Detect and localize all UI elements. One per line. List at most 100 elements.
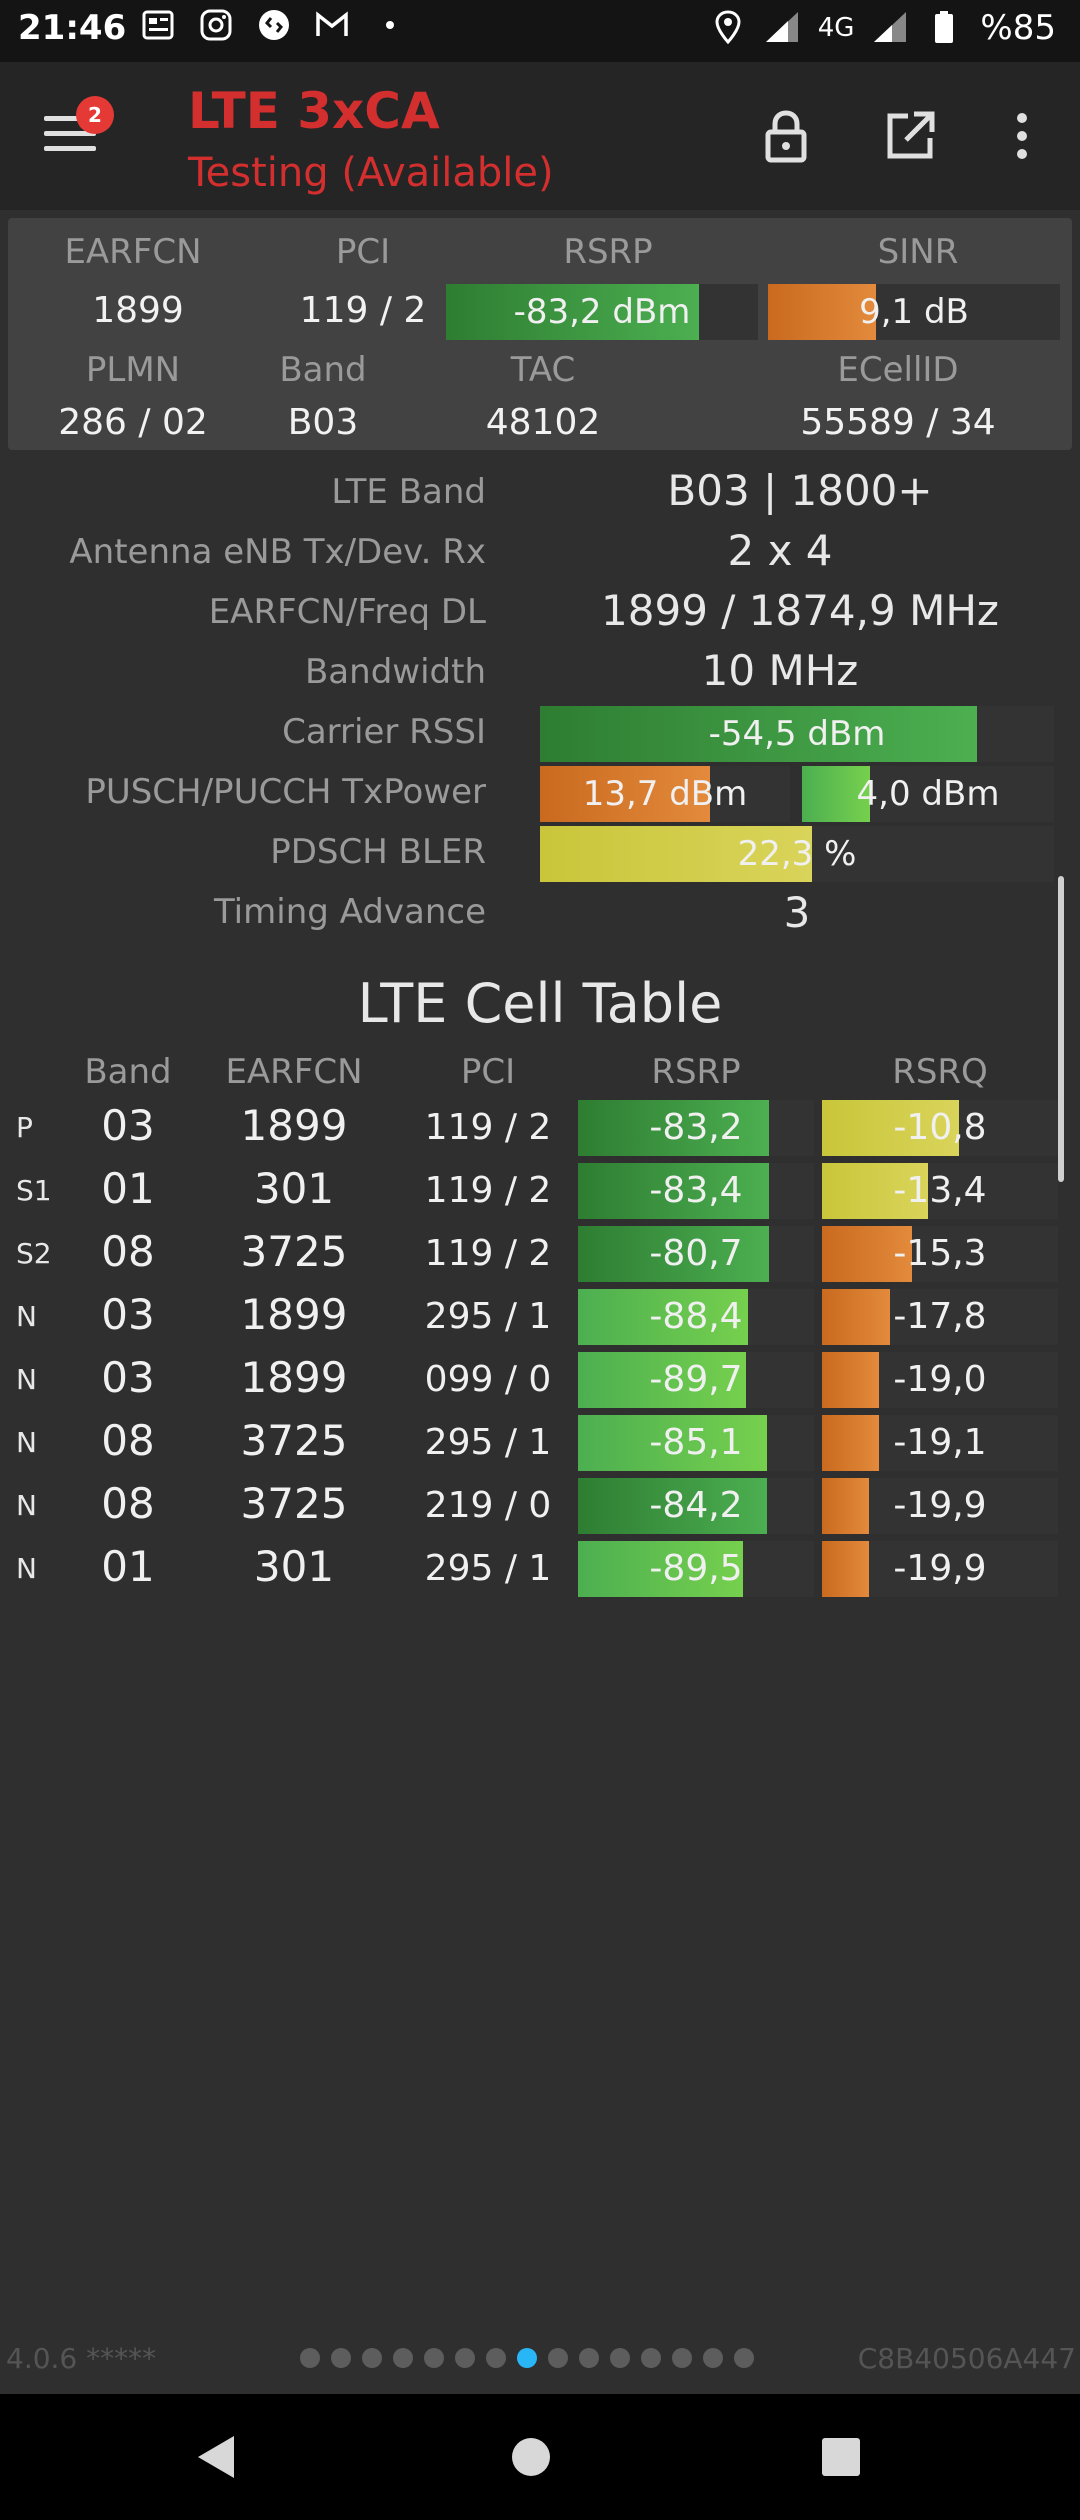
cell-rsrq: -19,9 — [893, 1548, 987, 1589]
cell-rsrq-bar: -19,0 — [822, 1352, 1058, 1408]
table-row: N 03 1899 295 / 1 -88,4 -17,8 — [0, 1286, 1080, 1349]
app-subtitle: Testing (Available) — [188, 150, 554, 196]
page-dot[interactable] — [517, 2348, 537, 2368]
instagram-icon — [198, 8, 234, 44]
th-earfcn: EARFCN — [225, 1052, 363, 1092]
bler-value: 22,3 % — [737, 834, 857, 874]
app-version: 4.0.6 ***** — [6, 2342, 157, 2375]
overflow-menu-button[interactable] — [992, 106, 1052, 166]
table-row: N 08 3725 295 / 1 -85,1 -19,1 — [0, 1412, 1080, 1475]
page-dot[interactable] — [672, 2348, 692, 2368]
recents-button[interactable] — [808, 2424, 874, 2490]
app-bar: 2 LTE 3xCA Testing (Available) — [0, 62, 1080, 210]
dot-icon — [372, 8, 408, 44]
table-row: N 03 1899 099 / 0 -89,7 -19,0 — [0, 1349, 1080, 1412]
pusch-value: 13,7 dBm — [582, 774, 748, 814]
pci-value: 119 / 2 — [299, 290, 427, 331]
page-dot[interactable] — [393, 2348, 413, 2368]
more-vert-icon — [1017, 113, 1027, 159]
status-time: 21:46 — [18, 8, 127, 48]
home-button[interactable] — [498, 2424, 564, 2490]
carrier-rssi-value: -54,5 dBm — [708, 714, 886, 754]
page-dot[interactable] — [579, 2348, 599, 2368]
page-dot[interactable] — [486, 2348, 506, 2368]
cell-band: 03 — [101, 1353, 155, 1402]
table-row: P 03 1899 119 / 2 -83,2 -10,8 — [0, 1097, 1080, 1160]
page-dot[interactable] — [424, 2348, 444, 2368]
cell-rsrq-bar: -13,4 — [822, 1163, 1058, 1219]
bandwidth-label: Bandwidth — [304, 652, 486, 692]
th-rsrq: RSRQ — [892, 1052, 988, 1092]
cell-band: 01 — [101, 1542, 155, 1591]
bler-bar: 22,3 % — [540, 826, 1054, 882]
cell-pci: 295 / 1 — [424, 1296, 552, 1337]
cell-rsrp-bar: -89,5 — [578, 1541, 814, 1597]
timing-advance-value: 3 — [783, 888, 811, 937]
recents-icon — [822, 2438, 860, 2476]
cell-pci: 119 / 2 — [424, 1233, 552, 1274]
signal-2-icon — [872, 10, 908, 46]
page-dot[interactable] — [641, 2348, 661, 2368]
antenna-value: 2 x 4 — [727, 526, 833, 575]
antenna-label: Antenna eNB Tx/Dev. Rx — [69, 532, 486, 572]
cell-rsrq: -15,3 — [893, 1233, 987, 1274]
bandwidth-value: 10 MHz — [701, 646, 859, 695]
cell-earfcn: 301 — [253, 1542, 335, 1591]
back-icon — [198, 2436, 234, 2478]
cell-rsrp-bar: -88,4 — [578, 1289, 814, 1345]
page-dot[interactable] — [300, 2348, 320, 2368]
battery-icon — [926, 10, 962, 46]
cell-earfcn: 3725 — [240, 1227, 348, 1276]
cell-band: 03 — [101, 1290, 155, 1339]
signal-icon — [764, 10, 800, 46]
page-dot[interactable] — [548, 2348, 568, 2368]
cell-band: 08 — [101, 1227, 155, 1276]
cell-rsrp: -89,7 — [649, 1359, 743, 1400]
pucch-value: 4,0 dBm — [856, 774, 1000, 814]
th-band: Band — [84, 1052, 172, 1092]
cell-rsrq: -17,8 — [893, 1296, 987, 1337]
menu-button[interactable] — [44, 110, 102, 158]
band-label: Band — [279, 350, 367, 390]
bler-label: PDSCH BLER — [270, 832, 486, 872]
cell-rsrq-bar: -10,8 — [822, 1100, 1058, 1156]
rsrp-value: -83,2 dBm — [513, 292, 691, 332]
txpower-label: PUSCH/PUCCH TxPower — [85, 772, 486, 812]
cell-rsrp-bar: -83,2 — [578, 1100, 814, 1156]
cell-rsrq: -13,4 — [893, 1170, 987, 1211]
cell-rsrp: -83,4 — [649, 1170, 743, 1211]
open-external-button[interactable] — [880, 106, 940, 166]
cell-rsrp-bar: -85,1 — [578, 1415, 814, 1471]
page-indicator[interactable] — [300, 2348, 754, 2368]
page-dot[interactable] — [331, 2348, 351, 2368]
rsrp-bar: -83,2 dBm — [446, 284, 758, 340]
timing-advance-label: Timing Advance — [213, 892, 486, 932]
cell-type-tag: N — [16, 1426, 37, 1459]
cell-rsrq-bar: -19,9 — [822, 1478, 1058, 1534]
pci-label: PCI — [335, 232, 391, 272]
page-dot[interactable] — [703, 2348, 723, 2368]
cell-table-title: LTE Cell Table — [357, 972, 723, 1035]
page-dot[interactable] — [362, 2348, 382, 2368]
table-row: N 08 3725 219 / 0 -84,2 -19,9 — [0, 1475, 1080, 1538]
plmn-value: 286 / 02 — [58, 402, 208, 443]
status-bar: 21:46 4G %85 — [0, 0, 1080, 62]
cell-rsrq-bar: -19,1 — [822, 1415, 1058, 1471]
cell-rsrq-bar: -19,9 — [822, 1541, 1058, 1597]
page-dot[interactable] — [734, 2348, 754, 2368]
cell-pci: 119 / 2 — [424, 1170, 552, 1211]
cell-rsrq: -10,8 — [893, 1107, 987, 1148]
lock-icon — [765, 110, 807, 163]
cell-earfcn: 3725 — [240, 1479, 348, 1528]
gmail-icon — [314, 8, 350, 44]
earfcn-label: EARFCN — [64, 232, 202, 272]
page-dot[interactable] — [455, 2348, 475, 2368]
table-row: N 01 301 295 / 1 -89,5 -19,9 — [0, 1538, 1080, 1601]
scrollbar[interactable] — [1058, 876, 1064, 1182]
home-icon — [512, 2438, 550, 2476]
page-dot[interactable] — [610, 2348, 630, 2368]
cell-type-tag: P — [16, 1111, 33, 1144]
system-icons: 4G %85 — [710, 8, 1056, 48]
back-button[interactable] — [184, 2424, 250, 2490]
lock-button[interactable] — [756, 106, 816, 166]
